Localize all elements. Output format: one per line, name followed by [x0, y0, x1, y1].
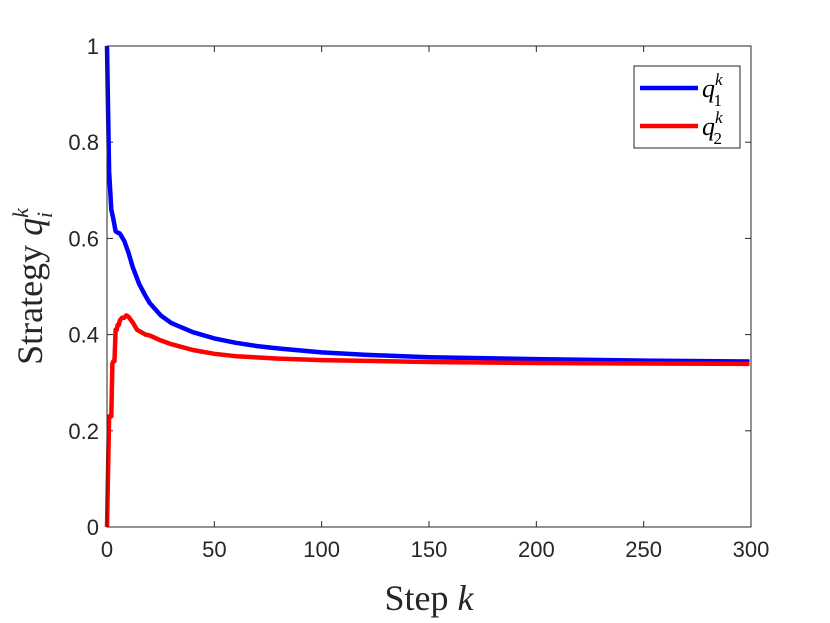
legend: qk 1qk 2: [633, 65, 741, 149]
x-axis-title-var: k: [458, 578, 475, 618]
legend-label-sup: k: [715, 70, 723, 89]
x-tick-label: 250: [625, 537, 662, 562]
legend-label-sup: k: [715, 108, 723, 127]
y-tick-label: 0: [87, 515, 99, 540]
x-tick-label: 0: [101, 537, 113, 562]
x-tick-label: 50: [202, 537, 226, 562]
x-axis-title: Step k: [385, 578, 475, 618]
y-tick-label: 0.2: [68, 419, 99, 444]
legend-label-sub: 2: [714, 129, 723, 148]
legend-label-sub: 1: [714, 91, 723, 110]
x-axis-title-text: Step: [385, 578, 458, 618]
series-lines: [104, 45, 750, 528]
x-tick-label: 200: [518, 537, 555, 562]
y-axis-title-text: Strategy: [10, 236, 50, 365]
y-tick-label: 0.4: [68, 323, 99, 348]
y-tick-label: 1: [87, 34, 99, 59]
legend-box: [633, 65, 741, 149]
x-tick-label: 100: [303, 537, 340, 562]
x-tick-label: 150: [411, 537, 448, 562]
y-tick-label: 0.8: [68, 130, 99, 155]
plot-frame: [106, 45, 752, 528]
legend-label-var: q: [702, 74, 715, 103]
y-tick-label: 0.6: [68, 226, 99, 251]
tick-labels: 0 50 100 150 200 250 300 0 0.2 0.4 0.6 0.8 1: [68, 34, 769, 562]
series-line-2: [104, 313, 750, 528]
legend-label-var: q: [702, 112, 715, 141]
y-axis-title-sub: i: [32, 212, 57, 218]
legend-label-2: qk 2: [702, 108, 723, 148]
y-axis-title-var: q: [10, 218, 50, 236]
y-axis-title: Strategy qki: [8, 207, 57, 365]
series-line-1: [104, 45, 750, 364]
y-axis-title-sup: k: [8, 207, 33, 218]
legend-label-1: qk 1: [702, 70, 723, 110]
x-tick-label: 300: [733, 537, 770, 562]
